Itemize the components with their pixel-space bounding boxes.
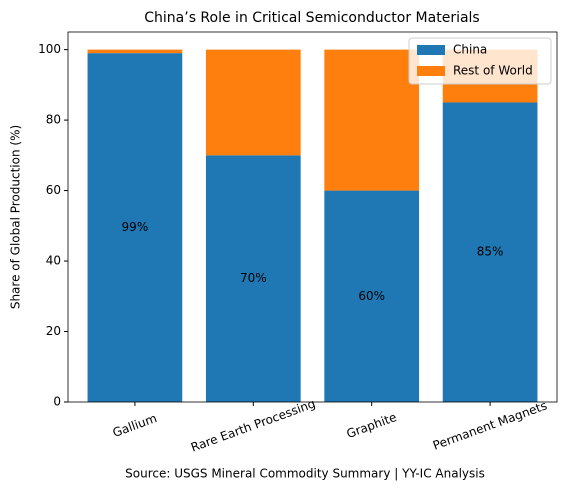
legend-label: China (453, 43, 487, 57)
bar-segment (442, 102, 538, 402)
data-label: 85% (477, 245, 504, 259)
data-label: 99% (122, 220, 149, 234)
y-tick-label: 20 (46, 324, 61, 338)
y-tick-label: 0 (53, 395, 61, 409)
bar-segment (324, 190, 420, 402)
bar-segment (87, 49, 183, 54)
y-tick-label: 60 (46, 183, 61, 197)
legend-swatch (417, 66, 445, 76)
chart-title: China’s Role in Critical Semiconductor M… (144, 10, 479, 26)
source-note: Source: USGS Mineral Commodity Summary |… (125, 467, 485, 481)
y-tick-label: 100 (38, 42, 61, 56)
bar-segment (324, 49, 420, 191)
legend-swatch (417, 45, 445, 55)
bar-segment (87, 53, 183, 403)
x-tick-label: Gallium (111, 411, 159, 440)
data-label: 70% (240, 271, 267, 285)
bar-segment (205, 155, 301, 402)
y-axis-label: Share of Global Production (%) (9, 125, 23, 309)
data-label: 60% (358, 289, 385, 303)
y-tick-label: 80 (46, 113, 61, 127)
y-tick-label: 40 (46, 254, 61, 268)
legend-label: Rest of World (453, 64, 533, 78)
plot-frame (67, 31, 558, 403)
x-tick-label: Permanent Magnets (431, 398, 549, 452)
x-tick-label: Graphite (345, 410, 399, 441)
bar-segment (205, 49, 301, 156)
